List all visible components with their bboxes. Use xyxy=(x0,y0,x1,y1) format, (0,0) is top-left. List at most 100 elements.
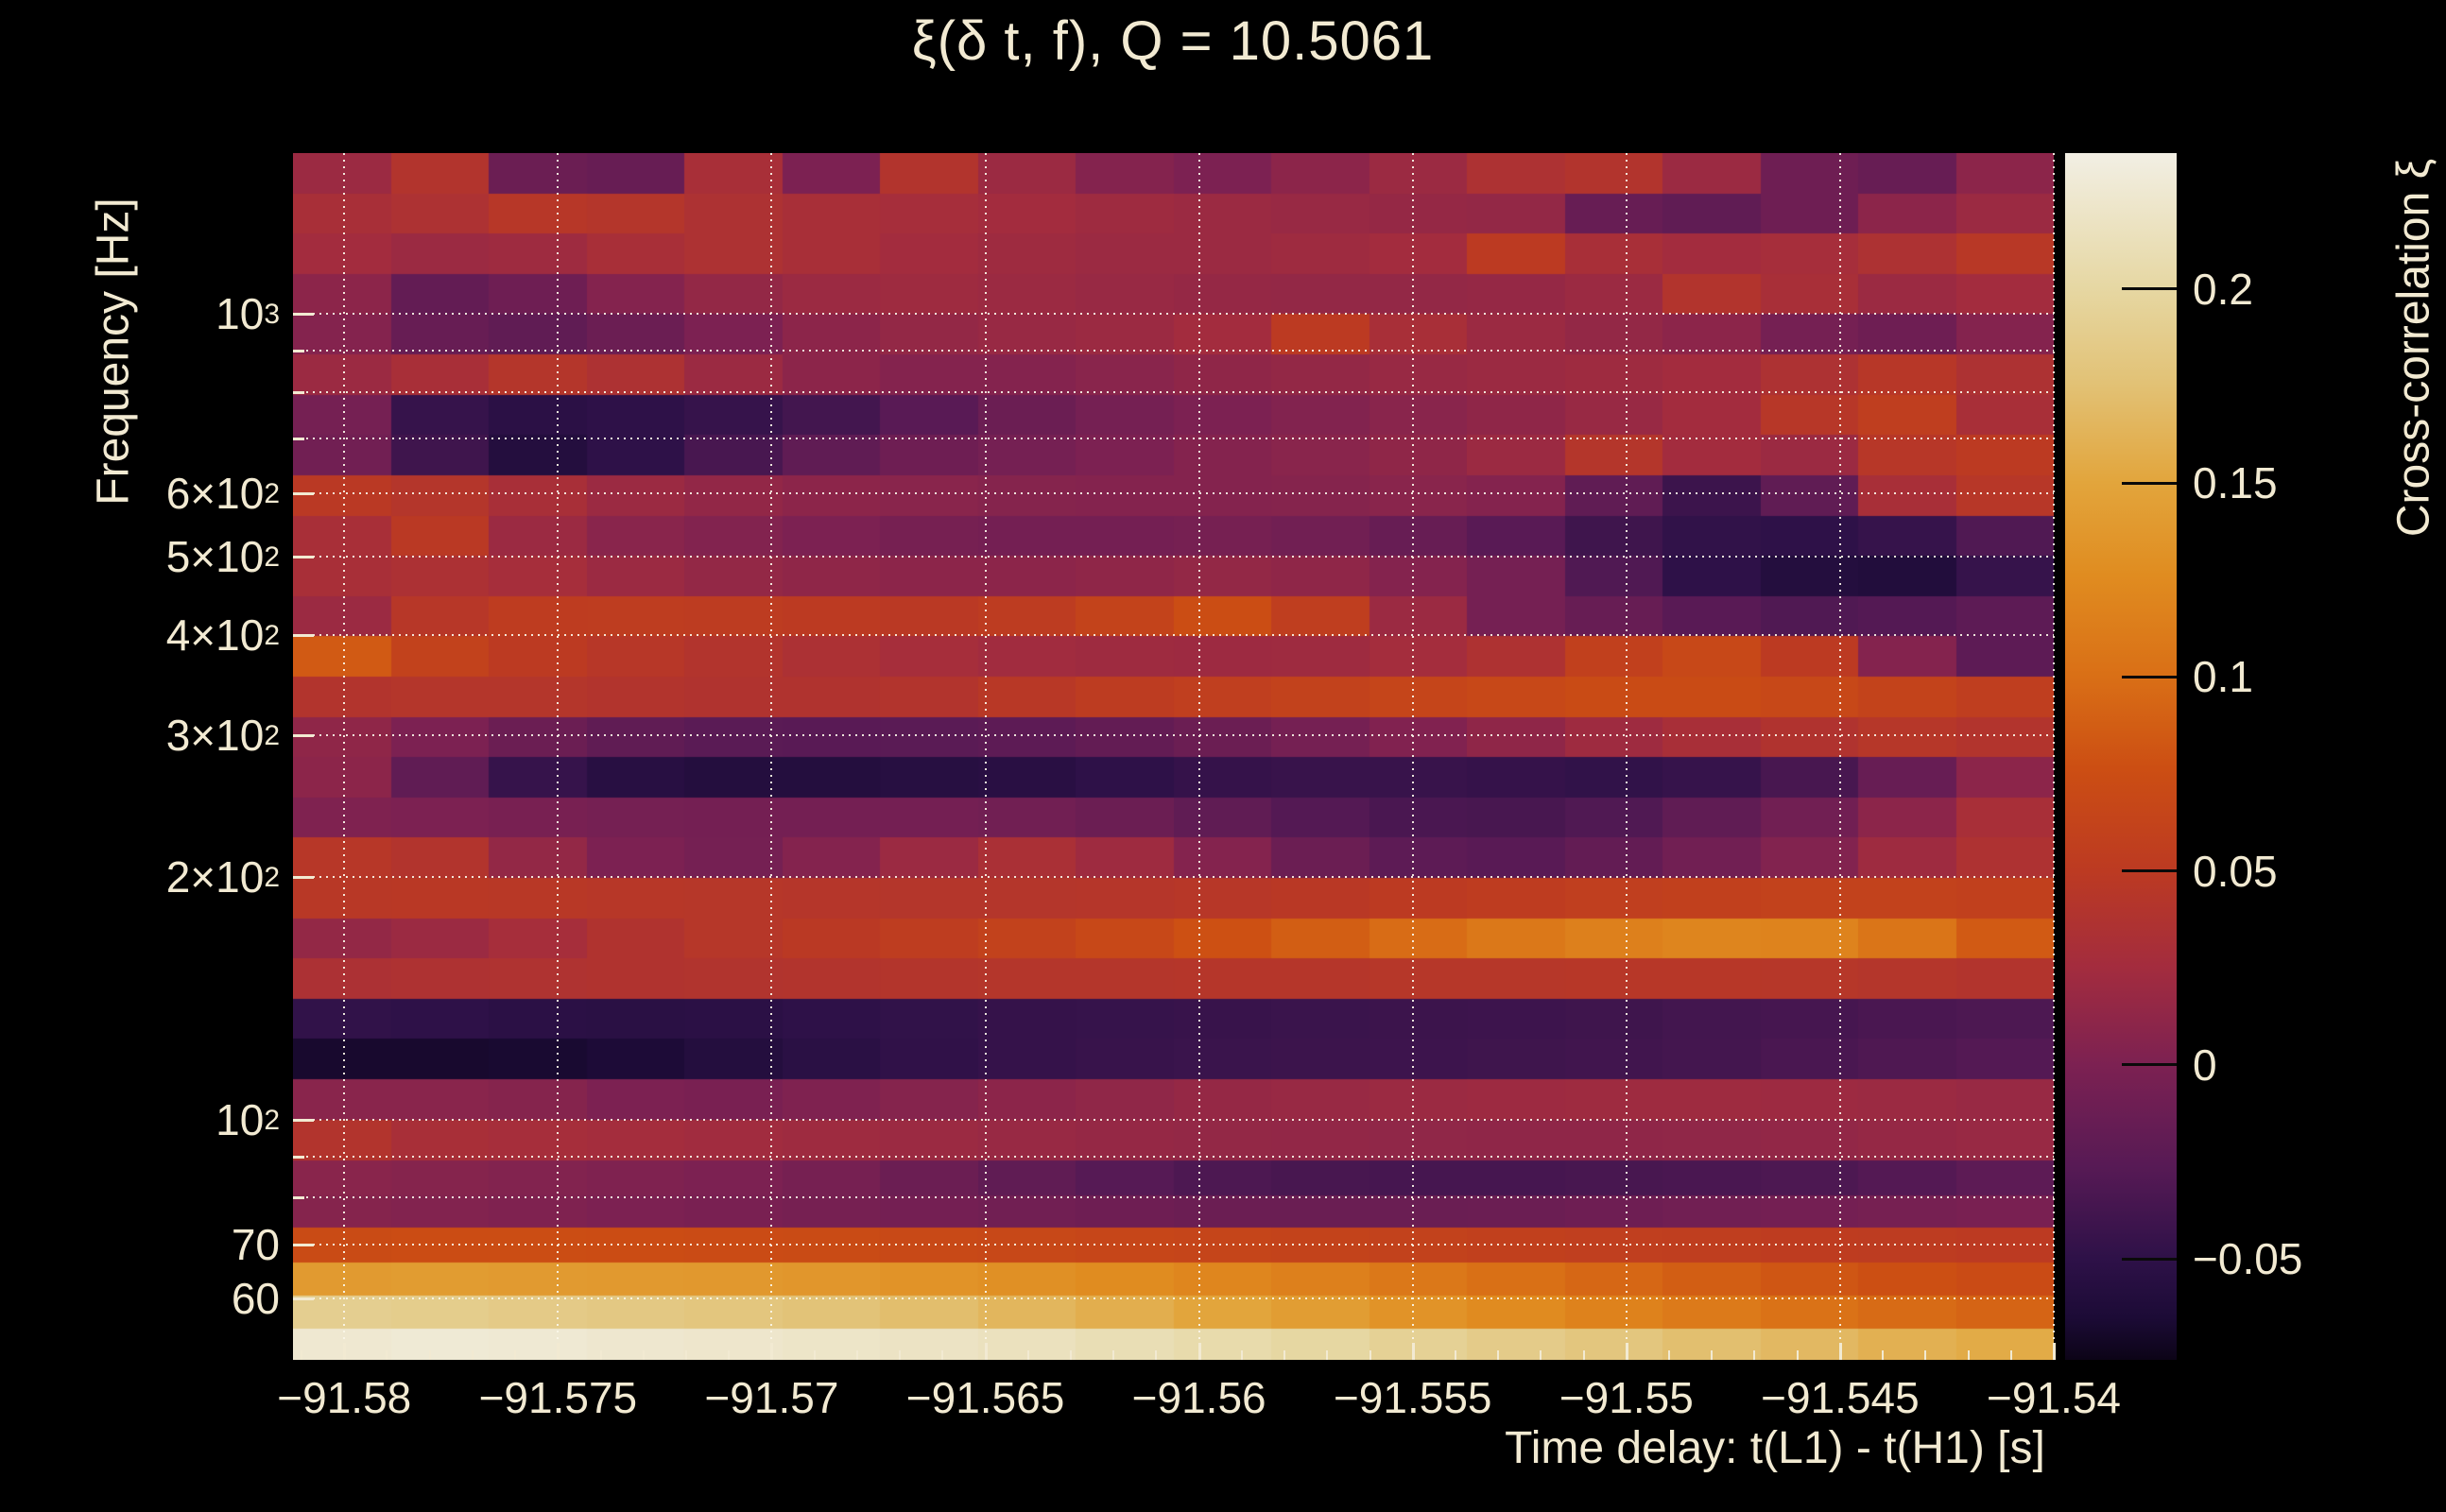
y-minor-tick xyxy=(293,1155,304,1159)
y-tick-label: 6×102 xyxy=(165,468,280,518)
colorbar-tick xyxy=(2122,287,2177,291)
v-gridline xyxy=(984,153,987,1360)
colorbar-tick-label: 0.1 xyxy=(2193,652,2253,702)
x-tick-label: −91.565 xyxy=(905,1373,1065,1422)
x-minor-tick xyxy=(1411,1350,1414,1360)
x-minor-tick xyxy=(1625,1350,1628,1360)
x-minor-tick xyxy=(1882,1350,1885,1360)
x-tick-label: −91.545 xyxy=(1761,1373,1920,1422)
y-axis-title: Frequency [Hz] xyxy=(88,198,139,506)
v-gridline xyxy=(343,153,346,1360)
x-minor-tick xyxy=(1967,1350,1970,1360)
h-gridline xyxy=(293,1118,2054,1121)
colorbar-tick xyxy=(2122,481,2177,485)
y-major-tick xyxy=(293,556,314,558)
colorbar-tick xyxy=(2122,869,2177,873)
x-minor-tick xyxy=(2053,1350,2055,1360)
y-major-tick xyxy=(293,1243,314,1246)
y-major-tick xyxy=(293,633,314,637)
x-axis-title: Time delay: t(L1) - t(H1) [s] xyxy=(1505,1423,2045,1473)
x-tick-label: −91.54 xyxy=(1987,1373,2121,1422)
x-minor-tick xyxy=(343,1350,346,1360)
colorbar-tick xyxy=(2122,675,2177,679)
x-minor-tick xyxy=(1497,1350,1500,1360)
x-tick-label: −91.56 xyxy=(1131,1373,1266,1422)
x-minor-tick xyxy=(642,1350,645,1360)
colorbar-tick xyxy=(2122,1257,2177,1261)
y-tick-label: 102 xyxy=(215,1094,280,1144)
x-minor-tick xyxy=(2009,1350,2012,1360)
y-tick-label: 5×102 xyxy=(165,532,280,581)
colorbar-tick-label: 0.05 xyxy=(2193,846,2278,896)
h-gridline xyxy=(293,350,2054,352)
y-tick-label: 2×102 xyxy=(165,852,280,902)
x-minor-tick xyxy=(1112,1350,1115,1360)
h-gridline xyxy=(293,313,2054,316)
v-gridline xyxy=(1625,153,1628,1360)
colorbar-tick-label: 0 xyxy=(2193,1040,2217,1090)
y-tick-label: 60 xyxy=(231,1273,280,1323)
x-minor-tick xyxy=(1540,1350,1542,1360)
x-minor-tick xyxy=(1155,1350,1158,1360)
x-minor-tick xyxy=(1711,1350,1714,1360)
x-minor-tick xyxy=(1924,1350,1927,1360)
h-gridline xyxy=(293,556,2054,558)
v-gridline xyxy=(1838,153,1841,1360)
x-tick-label: −91.555 xyxy=(1333,1373,1492,1422)
h-gridline xyxy=(293,633,2054,636)
h-gridline xyxy=(293,438,2054,440)
x-minor-tick xyxy=(899,1350,902,1360)
colorbar-tick-label: −0.05 xyxy=(2193,1234,2303,1284)
x-minor-tick xyxy=(1796,1350,1799,1360)
y-tick-label: 3×102 xyxy=(165,711,280,761)
h-gridline xyxy=(293,1297,2054,1299)
x-minor-tick xyxy=(1838,1350,1841,1360)
y-tick-label: 70 xyxy=(231,1219,280,1269)
x-tick-label: −91.575 xyxy=(478,1373,638,1422)
x-minor-tick xyxy=(1197,1350,1200,1360)
v-gridline xyxy=(1411,153,1414,1360)
heatmap-canvas xyxy=(293,153,2054,1360)
y-major-tick xyxy=(293,313,314,317)
x-minor-tick xyxy=(1369,1350,1371,1360)
y-major-tick xyxy=(293,876,314,880)
x-minor-tick xyxy=(770,1350,773,1360)
plot-title: ξ(δ t, f), Q = 10.5061 xyxy=(911,10,1435,72)
v-gridline xyxy=(1197,153,1200,1360)
h-gridline xyxy=(293,491,2054,494)
y-major-tick xyxy=(293,491,314,495)
x-tick-label: −91.58 xyxy=(277,1373,412,1422)
x-minor-tick xyxy=(428,1350,431,1360)
x-minor-tick xyxy=(1069,1350,1072,1360)
x-minor-tick xyxy=(301,1350,303,1360)
x-minor-tick xyxy=(1668,1350,1671,1360)
x-minor-tick xyxy=(1454,1350,1456,1360)
x-minor-tick xyxy=(941,1350,944,1360)
x-minor-tick xyxy=(728,1350,731,1360)
colorbar-tick xyxy=(2122,1063,2177,1067)
x-minor-tick xyxy=(813,1350,816,1360)
y-major-tick xyxy=(293,1297,314,1300)
x-minor-tick xyxy=(1582,1350,1585,1360)
x-minor-tick xyxy=(1753,1350,1756,1360)
x-minor-tick xyxy=(685,1350,687,1360)
y-minor-tick xyxy=(293,391,304,395)
x-minor-tick xyxy=(471,1350,474,1360)
y-minor-tick xyxy=(293,350,304,353)
h-gridline xyxy=(293,876,2054,879)
v-gridline xyxy=(557,153,560,1360)
x-minor-tick xyxy=(557,1350,560,1360)
y-major-tick xyxy=(293,734,314,738)
x-minor-tick xyxy=(1240,1350,1243,1360)
x-tick-label: −91.57 xyxy=(704,1373,839,1422)
x-minor-tick xyxy=(599,1350,602,1360)
y-major-tick xyxy=(293,1118,314,1122)
y-tick-label: 4×102 xyxy=(165,610,280,660)
x-minor-tick xyxy=(1026,1350,1029,1360)
v-gridline xyxy=(2053,153,2055,1360)
h-gridline xyxy=(293,1155,2054,1158)
x-minor-tick xyxy=(386,1350,388,1360)
colorbar-gradient xyxy=(2065,153,2177,1360)
x-minor-tick xyxy=(855,1350,858,1360)
